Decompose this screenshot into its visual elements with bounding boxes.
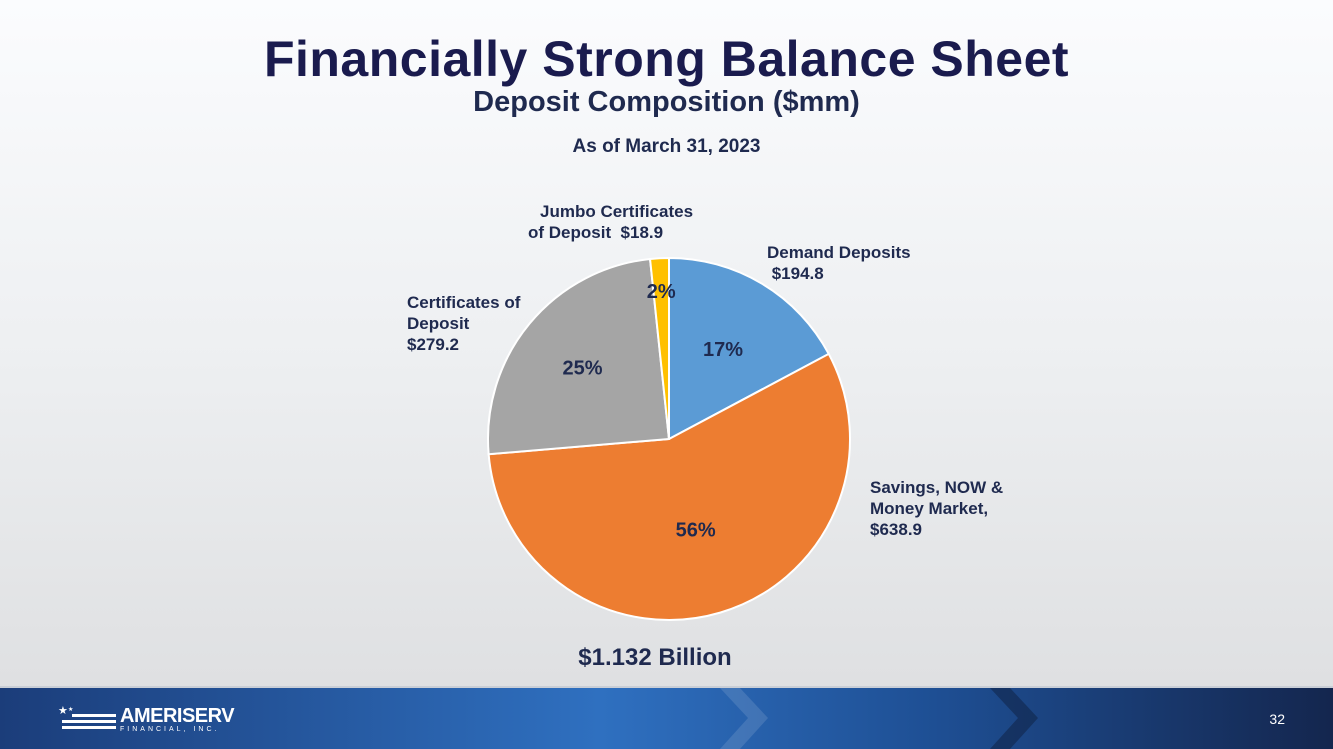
category-label-line: Savings, NOW & (870, 478, 1004, 497)
total-label: $1.132 Billion (578, 644, 732, 671)
svg-text:★: ★ (68, 706, 73, 713)
pie-slice-certificates-of-deposit (487, 257, 671, 456)
slide-title: Financially Strong Balance Sheet (263, 31, 1070, 87)
category-label-line: $194.8 (767, 264, 824, 283)
chart-title: Deposit Composition ($mm) (473, 86, 860, 118)
category-label-line: Jumbo Certificates (540, 202, 694, 221)
page-number: 32 (1269, 711, 1285, 727)
pie-pct-label: 17% (703, 339, 743, 361)
category-label-certificates: Certificates of Deposit $279.2 (407, 292, 520, 355)
category-label-line: of Deposit $18.9 (528, 223, 664, 242)
category-label-savings: Savings, NOW & Money Market, $638.9 (870, 477, 1003, 540)
category-label-line: $638.9 (870, 520, 922, 539)
pie-slice-savings-now-money-market (487, 352, 851, 621)
pie-pct-label: 25% (562, 357, 602, 379)
category-label-line: Deposit (407, 314, 470, 333)
logo-subtitle: FINANCIAL, INC. (120, 726, 220, 733)
chart-subtitle: As of March 31, 2023 (572, 136, 761, 157)
category-label-jumbo-certificates: Jumbo Certificates of Deposit $18.9 (528, 201, 693, 243)
category-label-line: Money Market, (870, 499, 989, 518)
flag-stars-icon: ★ ★ (58, 705, 116, 729)
footer-separator (0, 686, 1333, 688)
footer-bar: ★ ★ AMERISERV FINANCIAL, INC. 32 (0, 688, 1333, 749)
logo-wordmark: AMERISERV (120, 705, 235, 727)
svg-text:★: ★ (58, 705, 68, 717)
category-label-line: Certificates of (407, 293, 521, 312)
category-label-line: Demand Deposits (767, 243, 911, 262)
pie-pct-label: 56% (676, 519, 716, 541)
pie-pct-label: 2% (647, 281, 676, 303)
pie-slice-jumbo-certificates-of-deposit (648, 256, 670, 440)
category-label-demand-deposits: Demand Deposits $194.8 (767, 242, 911, 284)
ameriserv-logo: ★ ★ AMERISERV FINANCIAL, INC. (58, 702, 258, 736)
footer-chevrons (720, 688, 1038, 749)
category-label-line: $279.2 (407, 335, 459, 354)
pie-chart: 17% 56% 25% 2% (487, 256, 851, 621)
pie-slice-demand-deposits (668, 256, 831, 441)
